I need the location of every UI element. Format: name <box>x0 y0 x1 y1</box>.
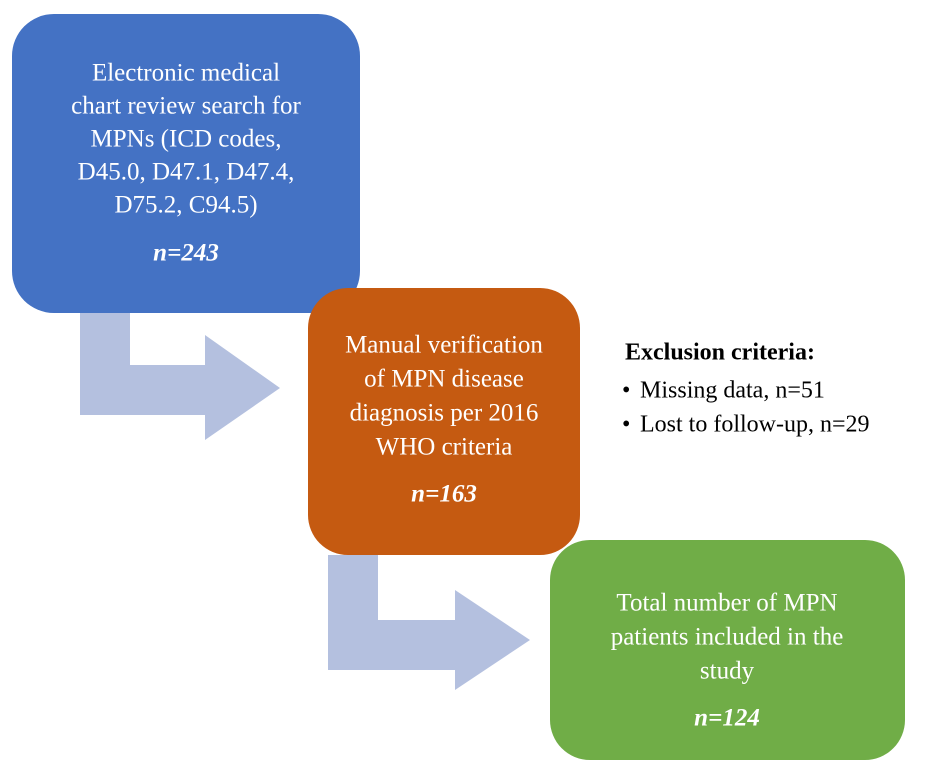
node-count: n=124 <box>694 705 760 732</box>
exclusion-item: Lost to follow-up, n=29 <box>640 412 870 438</box>
exclusion-item: Missing data, n=51 <box>640 378 825 404</box>
bullet: • <box>622 412 630 438</box>
arrow <box>80 313 280 440</box>
node-label: Manual verification <box>345 332 543 359</box>
node-label: patients included in the <box>611 624 844 651</box>
labels: Electronic medical chart review search fo… <box>71 60 843 732</box>
node-count: n=243 <box>153 240 219 267</box>
node-label: Electronic medical <box>92 60 280 87</box>
arrow <box>328 555 530 690</box>
box <box>550 540 905 760</box>
node-label: WHO criteria <box>376 434 513 461</box>
node-label: chart review search for <box>71 93 301 120</box>
node-label: Total number of MPN <box>616 590 837 617</box>
box <box>308 288 580 555</box>
bullet: • <box>622 378 630 404</box>
node-label: D45.0, D47.1, D47.4, <box>78 159 295 186</box>
node-label: D75.2, C94.5) <box>114 192 257 219</box>
exclusion-title: Exclusion criteria: <box>625 340 815 366</box>
node-count: n=163 <box>411 481 477 508</box>
box <box>12 14 360 313</box>
node-label: of MPN disease <box>364 366 524 393</box>
node-label: MPNs (ICD codes, <box>91 126 282 153</box>
node-label: study <box>700 658 755 685</box>
node-label: diagnosis per 2016 <box>350 400 539 427</box>
